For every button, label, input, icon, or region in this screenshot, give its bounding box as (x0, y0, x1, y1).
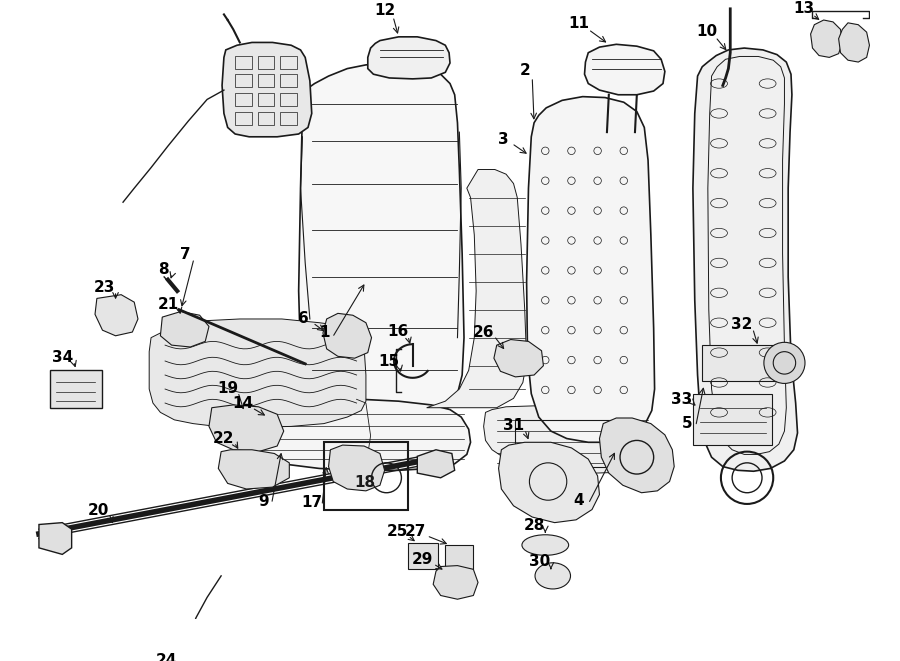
Text: 16: 16 (387, 324, 409, 338)
Bar (408, 543, 438, 569)
Bar (235, 93, 252, 106)
Polygon shape (483, 406, 653, 473)
Polygon shape (323, 313, 372, 358)
Text: 27: 27 (405, 524, 426, 539)
Bar (516, 420, 618, 467)
Polygon shape (584, 44, 665, 95)
Text: 34: 34 (51, 350, 73, 365)
Bar (280, 93, 297, 106)
Text: 28: 28 (524, 518, 544, 533)
Bar (257, 93, 274, 106)
Text: 5: 5 (682, 416, 693, 431)
Text: 1: 1 (320, 325, 330, 340)
Polygon shape (599, 418, 674, 492)
Bar (280, 56, 297, 69)
Text: 12: 12 (374, 3, 395, 19)
Polygon shape (233, 399, 471, 471)
Text: 17: 17 (302, 494, 322, 510)
Text: 21: 21 (158, 297, 179, 311)
Polygon shape (368, 37, 450, 79)
Text: 10: 10 (697, 24, 717, 39)
Bar (702, 345, 785, 381)
Polygon shape (328, 445, 384, 491)
Polygon shape (693, 48, 797, 471)
Polygon shape (95, 295, 138, 336)
Text: 4: 4 (573, 492, 584, 508)
Polygon shape (839, 23, 869, 62)
Polygon shape (39, 523, 72, 555)
Text: 23: 23 (94, 280, 115, 295)
Polygon shape (170, 658, 207, 661)
Bar (446, 545, 473, 569)
Polygon shape (811, 20, 842, 58)
Circle shape (764, 342, 805, 383)
Polygon shape (499, 442, 599, 523)
Text: 29: 29 (411, 553, 433, 568)
Bar (257, 112, 274, 125)
Text: 9: 9 (257, 494, 268, 509)
Text: 19: 19 (217, 381, 239, 395)
Bar (693, 394, 772, 445)
Bar (324, 442, 408, 510)
Text: 24: 24 (157, 653, 177, 661)
Text: 6: 6 (298, 311, 309, 327)
Bar (257, 74, 274, 87)
Text: 15: 15 (379, 354, 400, 369)
Polygon shape (299, 64, 464, 426)
Text: 2: 2 (519, 63, 530, 78)
Ellipse shape (522, 535, 569, 555)
Text: 22: 22 (213, 431, 235, 446)
Bar (235, 56, 252, 69)
Polygon shape (427, 169, 526, 408)
Text: 8: 8 (158, 262, 168, 277)
Polygon shape (222, 42, 311, 137)
Bar (280, 74, 297, 87)
Polygon shape (418, 449, 454, 478)
Polygon shape (149, 319, 366, 428)
Text: 7: 7 (180, 247, 191, 262)
Text: 32: 32 (731, 317, 752, 332)
Text: 30: 30 (529, 555, 550, 569)
Bar (235, 112, 252, 125)
Text: 11: 11 (569, 17, 590, 31)
Text: 3: 3 (498, 132, 508, 147)
Bar (257, 56, 274, 69)
Text: 25: 25 (387, 524, 409, 539)
Bar (235, 74, 252, 87)
Bar (280, 112, 297, 125)
Text: 13: 13 (794, 1, 814, 17)
Text: 26: 26 (472, 325, 494, 340)
Text: 31: 31 (503, 418, 524, 433)
Bar (50, 370, 102, 408)
Polygon shape (219, 449, 289, 489)
Polygon shape (526, 97, 654, 442)
Ellipse shape (535, 563, 571, 589)
Text: 20: 20 (88, 503, 110, 518)
Polygon shape (433, 566, 478, 600)
Polygon shape (160, 311, 209, 347)
Polygon shape (209, 405, 284, 451)
Text: 18: 18 (355, 475, 376, 490)
Text: 33: 33 (671, 392, 692, 407)
Text: 14: 14 (232, 397, 253, 412)
Polygon shape (494, 340, 544, 377)
